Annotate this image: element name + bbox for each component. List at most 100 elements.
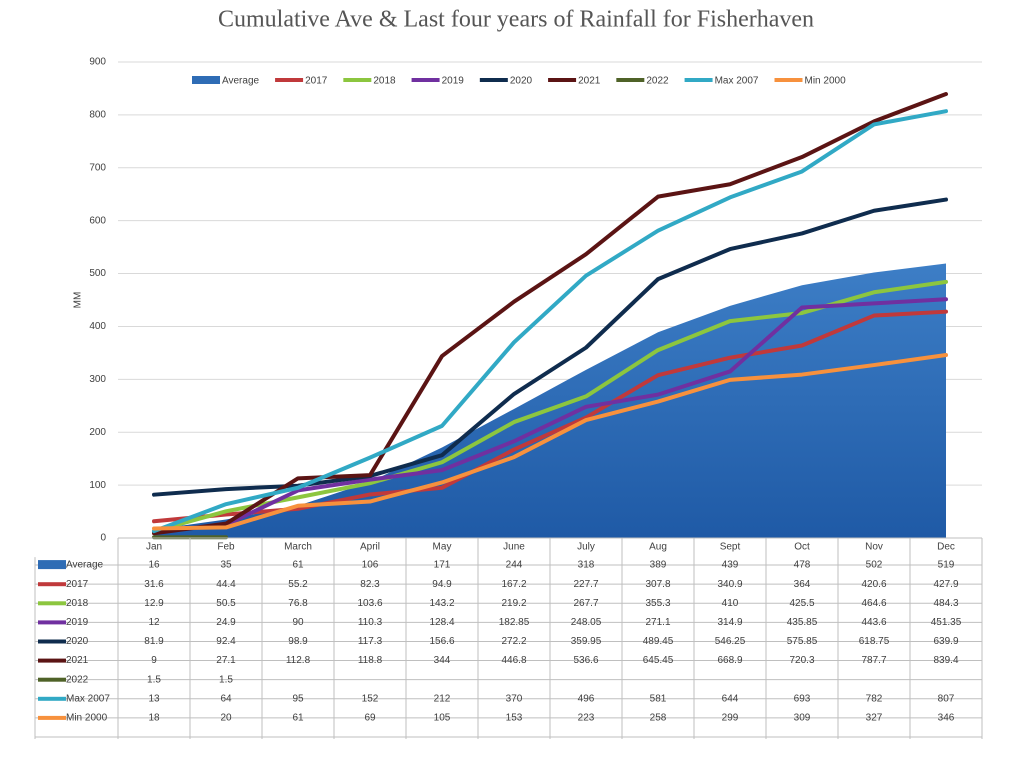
table-cell: 12.9 bbox=[144, 598, 164, 609]
table-cell: 272.2 bbox=[501, 636, 526, 647]
table-cell: 443.6 bbox=[861, 617, 886, 628]
legend-key bbox=[616, 78, 645, 82]
table-cell: 644 bbox=[722, 693, 739, 704]
area bbox=[154, 263, 946, 538]
table-cell: 1.5 bbox=[147, 674, 161, 685]
x-tick-label: July bbox=[577, 542, 595, 553]
legend-label: Min 2000 bbox=[805, 76, 847, 87]
table-cell: 82.3 bbox=[360, 579, 380, 590]
table-cell: 248.05 bbox=[571, 617, 602, 628]
table-cell: 153 bbox=[506, 713, 523, 724]
table-cell: 427.9 bbox=[933, 579, 958, 590]
table-series-label: 2019 bbox=[66, 617, 89, 628]
table-key bbox=[38, 715, 66, 720]
table-cell: 639.9 bbox=[933, 636, 958, 647]
x-tick-label: Sept bbox=[720, 542, 741, 553]
table-cell: 9 bbox=[151, 655, 157, 666]
table-cell: 55.2 bbox=[288, 579, 308, 590]
table-key bbox=[38, 639, 66, 644]
table-cell: 618.75 bbox=[859, 636, 890, 647]
x-tick-label: Nov bbox=[865, 542, 883, 553]
legend-label: 2018 bbox=[373, 76, 396, 87]
table-key bbox=[38, 582, 66, 587]
table-cell: 668.9 bbox=[717, 655, 742, 666]
table-cell: 156.6 bbox=[429, 636, 454, 647]
table-cell: 787.7 bbox=[861, 655, 886, 666]
line bbox=[152, 92, 948, 536]
table-cell: 496 bbox=[578, 693, 595, 704]
table-cell: 546.25 bbox=[715, 636, 746, 647]
table-series-label: Max 2007 bbox=[66, 693, 110, 704]
table-cell: 44.4 bbox=[216, 579, 236, 590]
y-tick-label: 300 bbox=[89, 374, 106, 385]
table-cell: 464.6 bbox=[861, 598, 886, 609]
table-cell: 18 bbox=[148, 713, 160, 724]
legend-label: 2020 bbox=[510, 76, 533, 87]
table-key bbox=[38, 658, 66, 663]
table-cell: 117.3 bbox=[358, 636, 383, 647]
y-tick-label: 100 bbox=[89, 480, 106, 491]
table-cell: 271.1 bbox=[645, 617, 670, 628]
table-cell: 152 bbox=[362, 693, 379, 704]
table-cell: 81.9 bbox=[144, 636, 164, 647]
table-cell: 389 bbox=[650, 560, 667, 571]
line bbox=[152, 109, 948, 534]
y-axis-label: MM bbox=[73, 292, 84, 309]
table-series-label: Average bbox=[66, 560, 104, 571]
y-tick-label: 700 bbox=[89, 162, 106, 173]
table-cell: 35 bbox=[220, 560, 232, 571]
table-series-label: 2017 bbox=[66, 579, 89, 590]
table-cell: 327 bbox=[866, 713, 883, 724]
table-cell: 299 bbox=[722, 713, 739, 724]
table-cell: 420.6 bbox=[861, 579, 886, 590]
table-cell: 258 bbox=[650, 713, 667, 724]
y-tick-label: 900 bbox=[89, 57, 106, 68]
x-tick-label: Jan bbox=[146, 542, 162, 553]
table-cell: 355.3 bbox=[645, 598, 670, 609]
table-cell: 112.8 bbox=[286, 655, 311, 666]
table-cell: 575.85 bbox=[787, 636, 818, 647]
table-cell: 105 bbox=[434, 713, 451, 724]
table-cell: 340.9 bbox=[717, 579, 742, 590]
table-key bbox=[38, 601, 66, 606]
table-cell: 720.3 bbox=[789, 655, 814, 666]
table-cell: 227.7 bbox=[573, 579, 598, 590]
table-key bbox=[38, 560, 66, 570]
table-cell: 182.85 bbox=[499, 617, 530, 628]
table-cell: 645.45 bbox=[643, 655, 674, 666]
legend-key bbox=[275, 78, 304, 82]
table-cell: 13 bbox=[148, 693, 160, 704]
table-cell: 359.95 bbox=[571, 636, 602, 647]
table-cell: 167.2 bbox=[501, 579, 526, 590]
legend-key bbox=[548, 78, 577, 82]
table-key bbox=[38, 620, 66, 625]
x-tick-label: Dec bbox=[937, 542, 955, 553]
table-cell: 92.4 bbox=[216, 636, 236, 647]
table-series-label: 2020 bbox=[66, 636, 89, 647]
table-cell: 31.6 bbox=[144, 579, 164, 590]
table-cell: 782 bbox=[866, 693, 883, 704]
table-cell: 267.7 bbox=[573, 598, 598, 609]
table-cell: 103.6 bbox=[357, 598, 382, 609]
table-cell: 24.9 bbox=[216, 617, 236, 628]
table-cell: 98.9 bbox=[288, 636, 308, 647]
table-cell: 446.8 bbox=[501, 655, 526, 666]
table-cell: 219.2 bbox=[501, 598, 526, 609]
table-cell: 106 bbox=[362, 560, 379, 571]
x-tick-label: April bbox=[360, 542, 380, 553]
table-cell: 435.85 bbox=[787, 617, 818, 628]
table-cell: 61 bbox=[292, 560, 304, 571]
table-cell: 451.35 bbox=[931, 617, 962, 628]
table-cell: 171 bbox=[434, 560, 451, 571]
table-cell: 76.8 bbox=[288, 598, 308, 609]
table-cell: 64 bbox=[220, 693, 232, 704]
table-cell: 143.2 bbox=[429, 598, 454, 609]
table-cell: 27.1 bbox=[216, 655, 236, 666]
line bbox=[152, 353, 948, 531]
table-cell: 346 bbox=[938, 713, 955, 724]
table-cell: 536.6 bbox=[573, 655, 598, 666]
table-cell: 439 bbox=[722, 560, 739, 571]
table-key bbox=[38, 677, 66, 682]
legend-key bbox=[774, 78, 803, 82]
table-cell: 1.5 bbox=[219, 674, 233, 685]
